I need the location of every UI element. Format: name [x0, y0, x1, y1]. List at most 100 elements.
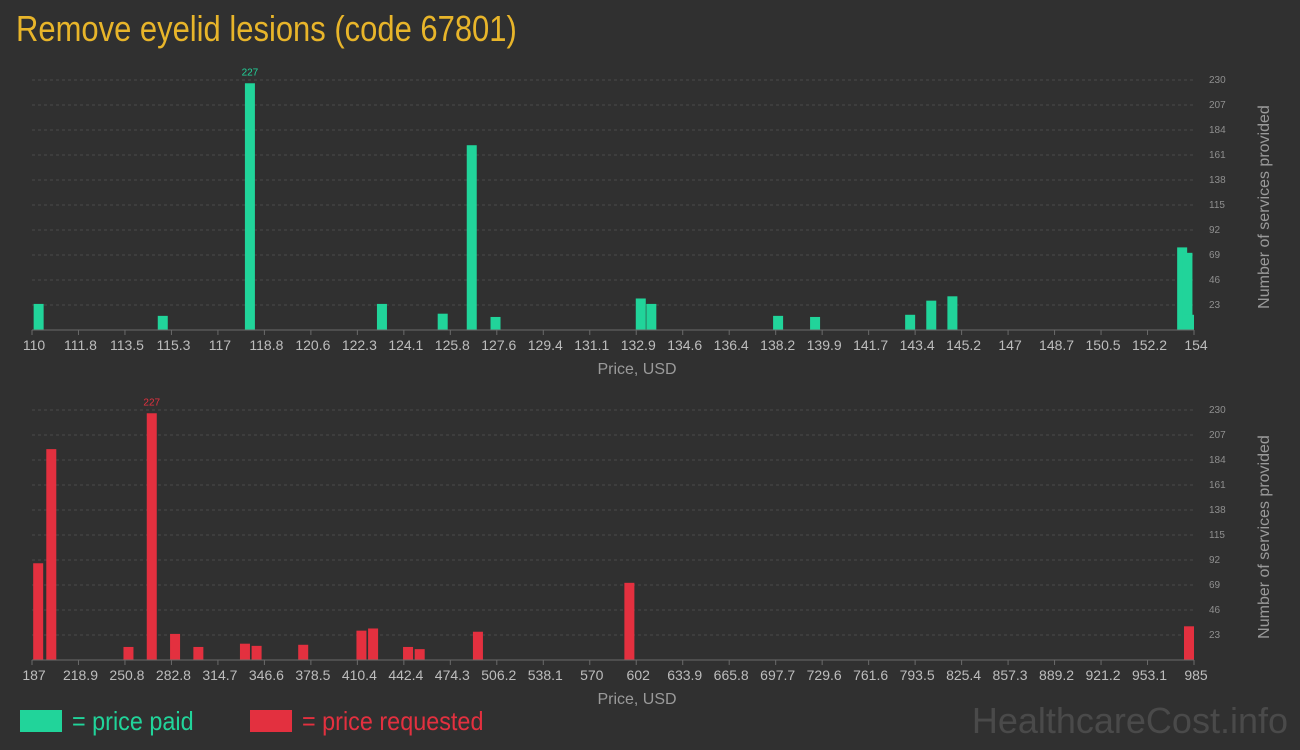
price-paid-xtick-label-9: 125.8: [435, 337, 470, 353]
price-requested-bar-9: [356, 630, 367, 660]
price-requested-bar-0: [33, 563, 44, 660]
price-requested-xtick-label-13: 602: [627, 667, 651, 683]
price-paid-xtick-label-25: 154: [1184, 337, 1208, 353]
price-requested-xtick-label-14: 633.9: [667, 667, 702, 683]
price-requested-data-label-0: 227: [143, 397, 160, 408]
watermark: HealthcareCost.info: [971, 700, 1288, 741]
price-paid-ytick-label-6: 161: [1209, 150, 1226, 161]
price-requested-ytick-label-1: 46: [1209, 605, 1221, 616]
price-requested-xtick-label-8: 442.4: [388, 667, 423, 683]
price-paid-xtick-label-3: 115.3: [156, 337, 190, 353]
price-requested-bar-14: [624, 582, 635, 660]
price-requested-bar-5: [193, 646, 204, 660]
legend-price-paid: = price paid: [20, 704, 207, 738]
price-paid-bar-5: [466, 145, 477, 330]
price-paid-xtick-label-23: 150.5: [1086, 337, 1121, 353]
price-requested-bar-11: [403, 646, 414, 660]
price-paid-x-axis-label: Price, USD: [597, 361, 676, 378]
price-paid-ytick-label-9: 230: [1209, 75, 1226, 86]
price-paid-xtick-label-13: 132.9: [621, 337, 656, 353]
price-paid-xtick-label-7: 122.3: [342, 337, 377, 353]
price-paid-xtick-label-19: 143.4: [900, 337, 935, 353]
price-requested-ytick-label-2: 69: [1209, 580, 1221, 591]
price-requested-xtick-label-3: 282.8: [156, 667, 191, 683]
price-requested-bar-4: [170, 633, 181, 660]
price-paid-ytick-label-2: 69: [1209, 250, 1221, 261]
legend-swatch-requested: [250, 710, 292, 732]
price-requested-bar-13: [472, 631, 483, 660]
price-paid-bar-11: [905, 314, 916, 330]
legend-price-requested: = price requested: [250, 704, 504, 738]
price-requested-bar-8: [298, 644, 309, 660]
price-requested-ytick-label-0: 23: [1209, 630, 1221, 641]
price-paid-ytick-label-4: 115: [1209, 200, 1225, 211]
price-paid-xtick-label-11: 129.4: [528, 337, 563, 353]
price-paid-bar-14: [1177, 247, 1188, 330]
price-requested-bar-3: [146, 413, 157, 660]
price-paid-xtick-label-8: 124.1: [388, 337, 423, 353]
price-paid-xtick-label-22: 148.7: [1039, 337, 1074, 353]
price-requested-ytick-label-6: 161: [1209, 480, 1226, 491]
page-title: Remove eyelid lesions (code 67801): [16, 8, 517, 49]
price-paid-xtick-label-14: 134.6: [667, 337, 702, 353]
price-requested-xtick-label-19: 793.5: [900, 667, 935, 683]
price-requested-bar-7: [251, 645, 262, 660]
price-paid-ytick-label-3: 92: [1209, 225, 1221, 236]
price-requested-xtick-label-4: 314.7: [202, 667, 237, 683]
price-paid-xtick-label-21: 147: [998, 337, 1022, 353]
price-requested-xtick-label-7: 410.4: [342, 667, 377, 683]
legend-label-requested: = price requested: [302, 705, 484, 736]
price-requested-xtick-label-21: 857.3: [993, 667, 1028, 683]
price-requested-xtick-label-16: 697.7: [760, 667, 795, 683]
price-requested-xtick-label-12: 570: [580, 667, 604, 683]
price-requested-xtick-label-15: 665.8: [714, 667, 749, 683]
price-paid-bar-1: [157, 315, 168, 330]
price-requested-xtick-label-17: 729.6: [807, 667, 842, 683]
price-requested-bar-10: [368, 628, 379, 660]
price-requested-ytick-label-9: 230: [1209, 405, 1226, 416]
price-paid-bar-2: [244, 83, 255, 331]
price-requested-xtick-label-2: 250.8: [109, 667, 144, 683]
price-requested-xtick-label-20: 825.4: [946, 667, 981, 683]
price-paid-ytick-label-1: 46: [1209, 275, 1221, 286]
price-requested-bar-6: [239, 643, 250, 660]
price-paid-data-label-0: 227: [242, 67, 259, 78]
price-paid-bar-15: [1182, 252, 1193, 330]
price-paid-ytick-label-5: 138: [1209, 175, 1226, 186]
price-requested-xtick-label-6: 378.5: [295, 667, 330, 683]
price-paid-xtick-label-10: 127.6: [481, 337, 516, 353]
price-requested-xtick-label-5: 346.6: [249, 667, 284, 683]
price-paid-ytick-label-0: 23: [1209, 300, 1221, 311]
price-paid-bar-4: [437, 313, 448, 330]
price-requested-xtick-label-10: 506.2: [481, 667, 516, 683]
price-requested-ytick-label-3: 92: [1209, 555, 1221, 566]
price-requested-xtick-label-0: 187: [22, 667, 46, 683]
price-paid-bar-6: [490, 316, 501, 330]
price-paid-xtick-label-0: 110: [23, 337, 46, 353]
price-paid-bar-7: [635, 298, 646, 330]
price-paid-xtick-label-18: 141.7: [853, 337, 888, 353]
price-requested-x-axis-label: Price, USD: [597, 691, 676, 708]
price-paid-xtick-label-1: 111.8: [64, 337, 97, 353]
price-paid-bar-3: [376, 303, 387, 330]
price-requested-xtick-label-18: 761.6: [853, 667, 888, 683]
price-requested-chart: 23 46 69 92 115 138 161 184 207 230 227 187 218.9 250…: [22, 397, 1273, 708]
price-requested-y-axis-label: Number of services provided: [1256, 435, 1273, 639]
price-paid-bar-8: [646, 303, 657, 330]
price-paid-xtick-label-4: 117: [209, 337, 232, 353]
price-paid-chart: 23 46 69 92 115 138 161 184 207 230 227 110 111.8 113…: [23, 67, 1273, 378]
price-paid-ytick-label-7: 184: [1209, 125, 1226, 136]
price-requested-xtick-label-22: 889.2: [1039, 667, 1074, 683]
legend-swatch-paid: [20, 710, 62, 732]
price-paid-xtick-label-6: 120.6: [295, 337, 330, 353]
price-paid-xtick-label-24: 152.2: [1132, 337, 1167, 353]
price-requested-xtick-label-11: 538.1: [528, 667, 563, 683]
price-paid-xtick-label-16: 138.2: [760, 337, 795, 353]
price-requested-xtick-label-24: 953.1: [1132, 667, 1167, 683]
price-requested-xtick-label-9: 474.3: [435, 667, 470, 683]
price-requested-bar-2: [123, 646, 134, 660]
price-requested-bar-12: [414, 649, 425, 660]
price-paid-xtick-label-15: 136.4: [714, 337, 749, 353]
price-paid-bar-12: [926, 300, 937, 330]
price-paid-bar-0: [33, 303, 44, 330]
